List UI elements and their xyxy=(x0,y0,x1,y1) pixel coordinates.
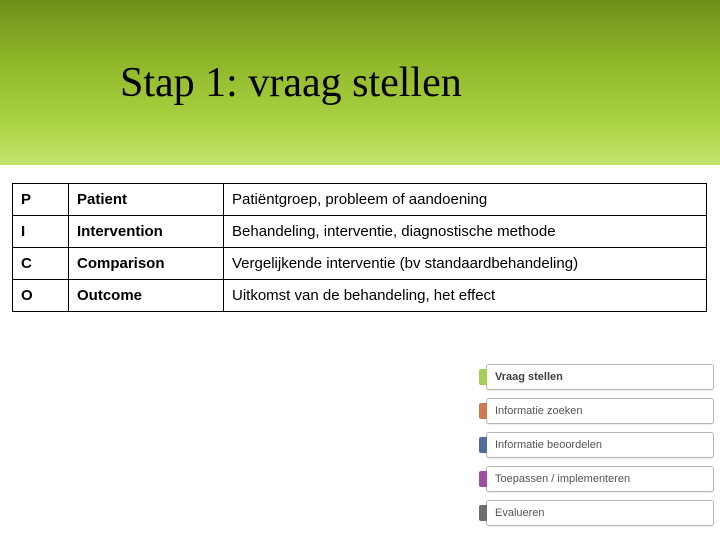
step-tab-icon xyxy=(479,403,487,419)
pico-desc: Vergelijkende interventie (bv standaardb… xyxy=(224,248,707,280)
table-row: I Intervention Behandeling, interventie,… xyxy=(13,216,707,248)
pico-desc: Uitkomst van de behandeling, het effect xyxy=(224,280,707,312)
step-tab-icon xyxy=(479,505,487,521)
pico-desc: Behandeling, interventie, diagnostische … xyxy=(224,216,707,248)
header-band: Stap 1: vraag stellen xyxy=(0,0,720,165)
steps-widget: Vraag stellen Informatie zoeken Informat… xyxy=(486,364,714,534)
pico-desc: Patiëntgroep, probleem of aandoening xyxy=(224,184,707,216)
slide-title: Stap 1: vraag stellen xyxy=(120,59,462,107)
pico-term: Outcome xyxy=(69,280,224,312)
step-tab-icon xyxy=(479,471,487,487)
step-item-vraag-stellen: Vraag stellen xyxy=(486,364,714,390)
table-row: C Comparison Vergelijkende interventie (… xyxy=(13,248,707,280)
pico-term: Intervention xyxy=(69,216,224,248)
step-item-informatie-zoeken: Informatie zoeken xyxy=(486,398,714,424)
step-item-toepassen: Toepassen / implementeren xyxy=(486,466,714,492)
pico-term: Comparison xyxy=(69,248,224,280)
step-item-evalueren: Evalueren xyxy=(486,500,714,526)
pico-letter: I xyxy=(13,216,69,248)
step-label: Informatie zoeken xyxy=(495,405,582,417)
pico-letter: P xyxy=(13,184,69,216)
step-item-informatie-beoordelen: Informatie beoordelen xyxy=(486,432,714,458)
pico-table: P Patient Patiëntgroep, probleem of aand… xyxy=(12,183,707,312)
step-label: Vraag stellen xyxy=(495,371,563,383)
step-label: Toepassen / implementeren xyxy=(495,473,630,485)
step-label: Informatie beoordelen xyxy=(495,439,602,451)
step-tab-icon xyxy=(479,437,487,453)
table-row: O Outcome Uitkomst van de behandeling, h… xyxy=(13,280,707,312)
step-label: Evalueren xyxy=(495,507,545,519)
pico-term: Patient xyxy=(69,184,224,216)
pico-letter: C xyxy=(13,248,69,280)
pico-letter: O xyxy=(13,280,69,312)
table-row: P Patient Patiëntgroep, probleem of aand… xyxy=(13,184,707,216)
step-tab-icon xyxy=(479,369,487,385)
